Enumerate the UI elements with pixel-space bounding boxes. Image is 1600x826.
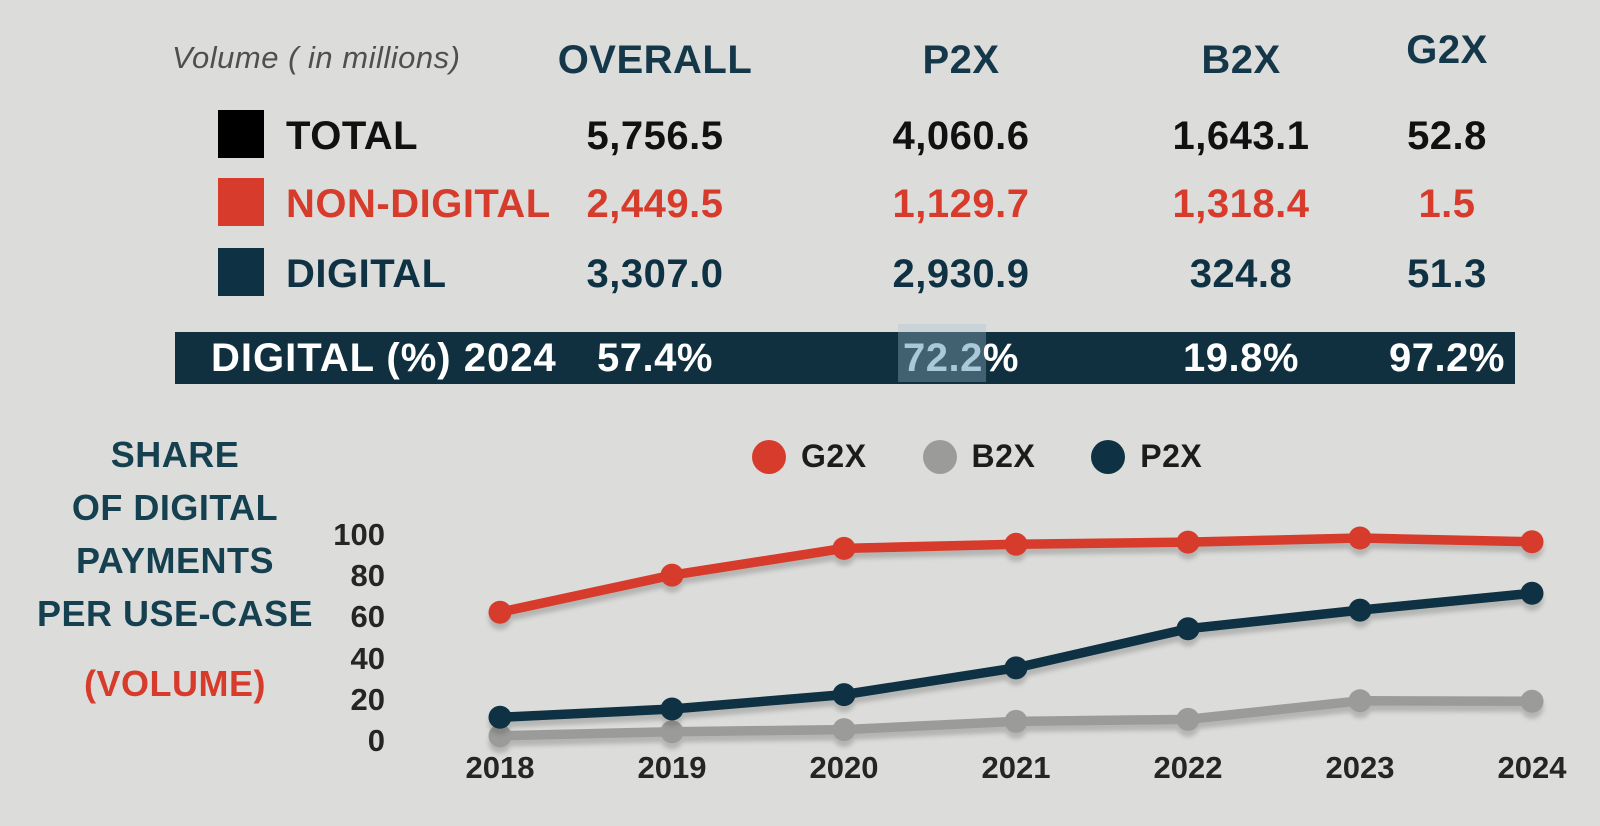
chart-title-line: OF DIGITAL: [71, 487, 279, 528]
total-swatch: [218, 110, 264, 158]
total-value-b2x: 1,643.1: [1172, 114, 1310, 158]
y-tick-80: 80: [350, 558, 385, 594]
data-point-g2x-2020: [832, 536, 856, 560]
total-label: TOTAL: [286, 114, 419, 158]
series-g2x: [488, 526, 1544, 624]
y-tick-0: 0: [367, 723, 385, 758]
line-chart: [488, 526, 1544, 748]
percent-sign: %: [982, 336, 1019, 380]
data-point-p2x-2021: [1004, 656, 1028, 680]
x-tick-2022: 2022: [1153, 750, 1223, 785]
data-point-g2x-2021: [1004, 532, 1028, 556]
data-point-p2x-2024: [1520, 581, 1544, 605]
total-value-overall: 5,756.5: [586, 114, 724, 158]
data-point-p2x-2018: [488, 705, 512, 729]
data-point-b2x-2023: [1348, 689, 1372, 713]
b2x-legend-label: B2X: [971, 438, 1036, 474]
y-tick-20: 20: [350, 681, 385, 717]
column-header-overall: OVERALL: [557, 38, 753, 82]
chart-subtitle: (VOLUME): [84, 663, 266, 704]
banner-label: DIGITAL (%) 2024: [211, 336, 557, 380]
data-point-g2x-2022: [1176, 530, 1200, 554]
chart-title: SHARE OF DIGITAL PAYMENTS PER USE-CASE (VOL…: [12, 428, 338, 710]
total-value-g2x: 52.8: [1407, 114, 1487, 158]
digital-value-overall: 3,307.0: [586, 252, 724, 296]
data-point-p2x-2020: [832, 683, 856, 707]
legend-item-g2x: G2X: [752, 438, 867, 475]
digital-swatch: [218, 248, 264, 296]
x-tick-2020: 2020: [809, 750, 879, 785]
chart-legend: G2X B2X P2X: [752, 438, 1258, 475]
total-value-p2x: 4,060.6: [892, 114, 1030, 158]
legend-item-p2x: P2X: [1091, 438, 1202, 475]
data-point-g2x-2018: [488, 600, 512, 624]
non-digital-swatch: [218, 178, 264, 226]
data-point-g2x-2019: [660, 563, 684, 587]
y-tick-60: 60: [350, 599, 385, 635]
chart-title-line: PER USE-CASE: [36, 593, 314, 634]
x-tick-2021: 2021: [981, 750, 1051, 785]
data-point-g2x-2023: [1348, 526, 1372, 550]
x-tick-2024: 2024: [1497, 750, 1567, 785]
digital-value-g2x: 51.3: [1407, 252, 1487, 296]
non-digital-value-g2x: 1.5: [1418, 182, 1476, 226]
column-header-p2x: P2X: [922, 38, 1000, 82]
g2x-legend-label: G2X: [801, 438, 867, 474]
data-point-b2x-2018: [488, 724, 512, 748]
non-digital-value-b2x: 1,318.4: [1172, 182, 1310, 226]
series-b2x: [488, 689, 1544, 748]
b2x-legend-dot: [922, 439, 957, 474]
y-tick-40: 40: [350, 640, 385, 676]
digital-value-b2x: 324.8: [1189, 252, 1293, 296]
data-point-p2x-2019: [660, 697, 684, 721]
legend-item-b2x: B2X: [922, 438, 1036, 475]
y-tick-100: 100: [333, 517, 385, 552]
data-point-b2x-2022: [1176, 707, 1200, 731]
p2x-legend-dot: [1091, 439, 1126, 474]
chart-title-line: PAYMENTS: [75, 540, 275, 581]
series-p2x: [488, 581, 1544, 729]
data-point-p2x-2023: [1348, 598, 1372, 622]
digital-value-p2x: 2,930.9: [892, 252, 1030, 296]
data-point-g2x-2024: [1520, 530, 1544, 554]
banner-value-p2x: 72.2%: [903, 332, 1019, 384]
digital-percent-banner: DIGITAL (%) 2024 57.4% 72.2% 19.8% 97.2%: [175, 332, 1515, 384]
highlighted-value: 72.2: [903, 336, 983, 380]
data-point-b2x-2021: [1004, 709, 1028, 733]
p2x-legend-label: P2X: [1140, 438, 1203, 474]
data-point-b2x-2024: [1520, 689, 1544, 713]
banner-value-g2x: 97.2%: [1389, 336, 1505, 380]
non-digital-label: NON-DIGITAL: [286, 182, 551, 226]
banner-value-overall: 57.4%: [597, 336, 713, 380]
x-tick-2019: 2019: [637, 750, 707, 785]
non-digital-value-overall: 2,449.5: [586, 182, 724, 226]
table-unit-label: Volume ( in millions): [172, 40, 461, 75]
chart-title-line: SHARE: [110, 434, 240, 475]
digital-label: DIGITAL: [286, 252, 447, 296]
banner-value-b2x: 19.8%: [1183, 336, 1299, 380]
data-point-b2x-2019: [660, 720, 684, 744]
chart-title-lines: SHARE OF DIGITAL PAYMENTS PER USE-CASE: [12, 428, 338, 640]
g2x-legend-dot: [752, 439, 786, 474]
data-point-b2x-2020: [832, 718, 856, 742]
column-header-b2x: B2X: [1201, 38, 1281, 82]
x-tick-2023: 2023: [1325, 750, 1395, 785]
x-tick-2018: 2018: [465, 750, 535, 785]
non-digital-value-p2x: 1,129.7: [892, 182, 1030, 226]
column-header-g2x: G2X: [1406, 28, 1488, 72]
data-point-p2x-2022: [1176, 617, 1200, 641]
